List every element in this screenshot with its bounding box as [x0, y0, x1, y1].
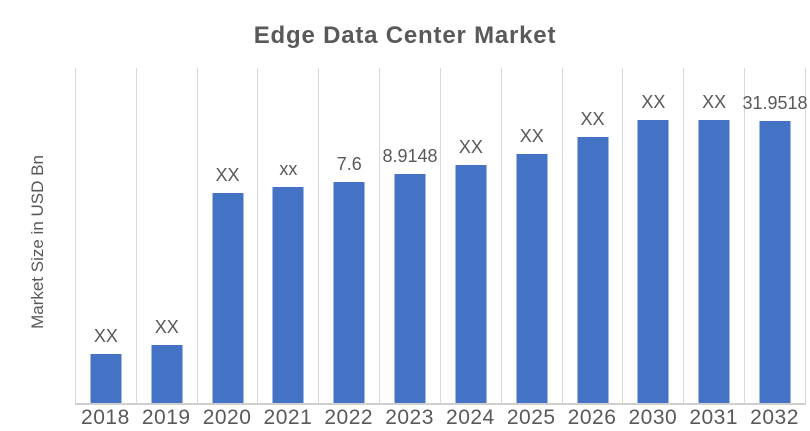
gridline-slot: XX: [561, 68, 623, 403]
x-tick-label: 2019: [141, 406, 191, 429]
x-tick-label: 2024: [446, 406, 495, 429]
x-tick-label: 2026: [567, 406, 617, 429]
bar-value-label: XX: [458, 137, 483, 157]
chart-title: Edge Data Center Market: [253, 22, 557, 49]
bar: [759, 121, 791, 403]
gridline-slot: XX: [622, 68, 683, 403]
x-axis-tick-labels: 2018 2019 2020 2021 2022 2023 2024 2025 2026 2030…: [75, 406, 805, 429]
x-tick-label: 2031: [689, 406, 739, 429]
bar-value-label: XX: [93, 326, 118, 346]
x-tick-label: 2020: [202, 406, 252, 429]
gridline-slot: XX: [500, 68, 562, 403]
x-tick-label: 2030: [628, 406, 678, 429]
x-tick-label: 2018: [81, 406, 130, 429]
gridline-slot: 31.9518: [742, 68, 808, 403]
bar-value-label: XX: [641, 92, 666, 112]
bar-value-label: XX: [580, 109, 605, 129]
gridline-slot: xx: [257, 68, 318, 403]
gridline-slot: XX: [196, 68, 258, 403]
gridline-slot: 7.6: [318, 68, 379, 403]
bar: [516, 154, 548, 403]
bar: [151, 345, 183, 403]
x-tick-label: 2022: [324, 406, 374, 429]
gridline-slot: XX: [683, 68, 744, 403]
gridline-slot: XX: [135, 68, 197, 403]
bar-value-label: XX: [215, 165, 240, 185]
bar: [637, 120, 669, 403]
bar: [90, 354, 122, 403]
y-axis-title: Market Size in USD Bn: [28, 155, 47, 329]
bar: [333, 182, 365, 403]
x-tick-label: 2025: [506, 406, 556, 429]
bar: [698, 120, 730, 403]
bar-value-label: xx: [279, 159, 298, 179]
bar: [212, 193, 244, 403]
bar: [455, 165, 487, 403]
gridline-slot: 8.9148: [379, 68, 440, 403]
bar-value-label: 7.6: [336, 154, 362, 174]
bar-value-label: 8.9148: [382, 146, 438, 166]
bar: [272, 187, 304, 403]
gridline-slot: XX: [75, 68, 136, 403]
x-tick-label: 2032: [750, 406, 799, 429]
bar-value-label: XX: [519, 126, 544, 146]
x-tick-label: 2023: [385, 406, 434, 429]
bar-value-label: 31.9518: [742, 93, 808, 113]
bar: [577, 137, 609, 403]
gridline-slot: XX: [439, 68, 501, 403]
bar: [394, 174, 426, 403]
bar-value-label: XX: [702, 92, 727, 112]
x-tick-label: 2021: [263, 406, 313, 429]
bar-value-label: XX: [154, 317, 179, 337]
plot-area: XX XX XX xx 7.6 8.9148 XX XX XX XX XX 31.9518: [75, 68, 808, 405]
